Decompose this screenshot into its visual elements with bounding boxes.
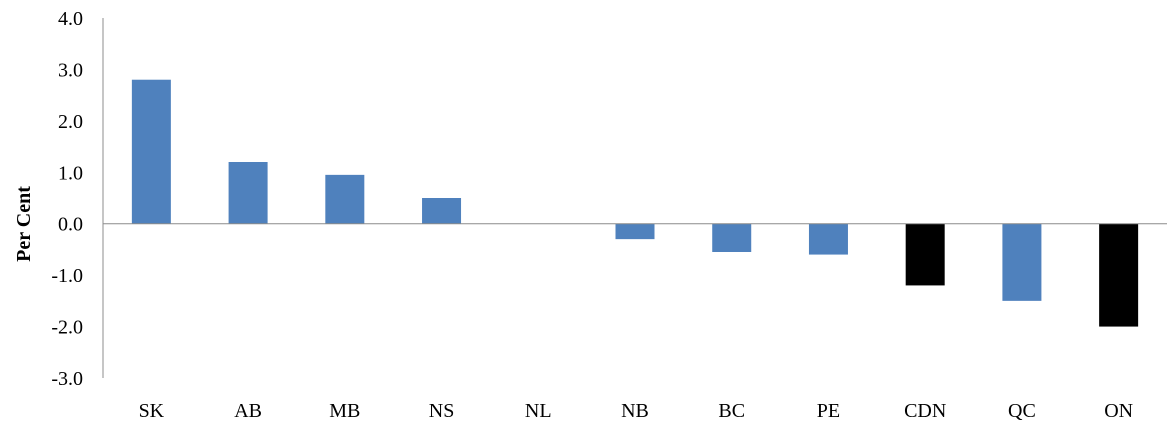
x-tick-label: ON — [1104, 400, 1133, 422]
x-tick-label: SK — [139, 400, 165, 422]
bar-on — [1099, 223, 1139, 327]
y-tick-labels: 4.0 3.0 2.0 1.0 0.0 -1.0 -2.0 -3.0 — [51, 8, 83, 390]
bar-pe — [808, 223, 848, 255]
y-tick-label: 0.0 — [58, 214, 83, 236]
y-tick-label: 2.0 — [58, 111, 83, 133]
y-tick-label: 4.0 — [58, 8, 83, 30]
x-tick-label: BC — [718, 400, 745, 422]
y-tick-label: -3.0 — [51, 368, 83, 390]
bar-cdn — [905, 223, 945, 286]
bar-nb — [615, 223, 655, 240]
bar-mb — [325, 174, 365, 224]
x-tick-label: MB — [329, 400, 360, 422]
bars — [131, 79, 1139, 327]
y-tick-label: -2.0 — [51, 317, 83, 339]
bar-qc — [1002, 223, 1042, 301]
x-tick-label: CDN — [904, 400, 946, 422]
x-tick-label: NB — [621, 400, 649, 422]
bar-ns — [422, 198, 462, 224]
x-tick-label: NS — [429, 400, 455, 422]
bar-bc — [712, 223, 752, 252]
y-axis-title: Per Cent — [13, 186, 35, 262]
bar-ab — [228, 162, 268, 224]
x-tick-label: PE — [817, 400, 840, 422]
x-tick-label: QC — [1008, 400, 1036, 422]
x-tick-label: AB — [234, 400, 262, 422]
y-tick-label: 1.0 — [58, 162, 83, 184]
y-tick-label: 3.0 — [58, 59, 83, 81]
x-tick-label: NL — [525, 400, 552, 422]
bar-sk — [131, 79, 171, 224]
y-tick-label: -1.0 — [51, 265, 83, 287]
x-tick-labels: SK AB MB NS NL NB BC PE CDN QC ON — [139, 400, 1134, 422]
